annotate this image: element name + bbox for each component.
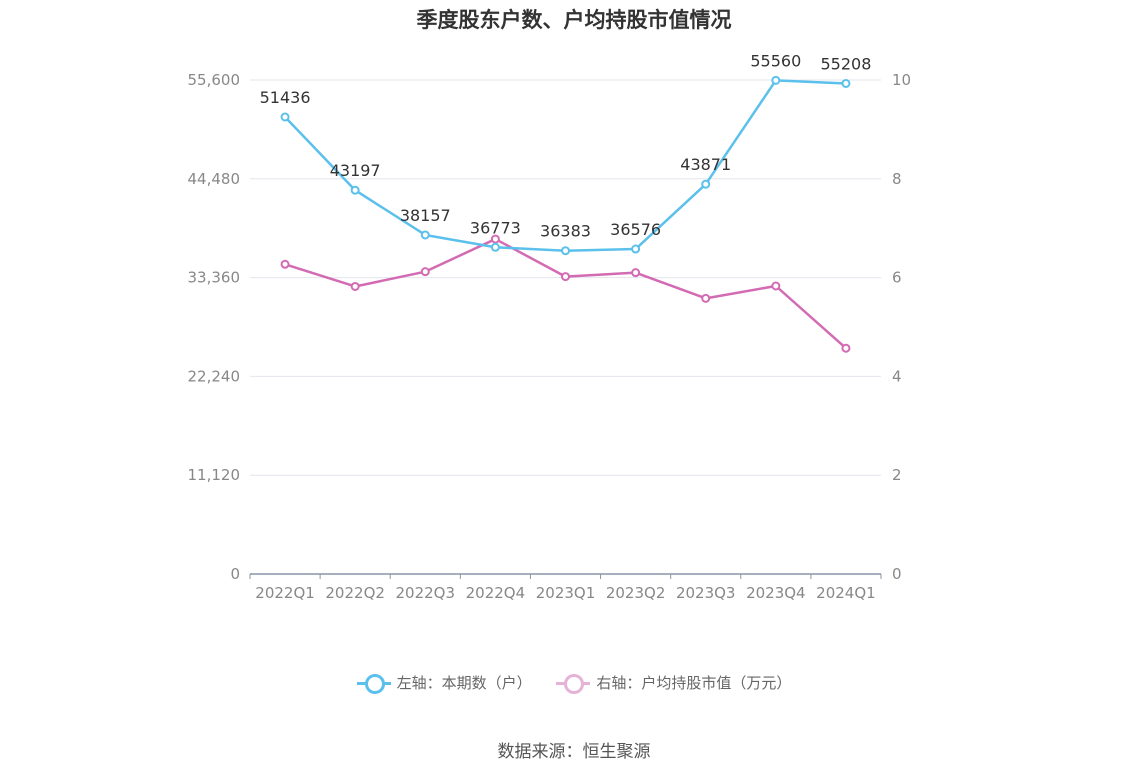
data-point-0 <box>631 244 641 254</box>
x-tick-label: 2022Q1 <box>255 584 315 602</box>
data-labels: 51436 43197 38157 36773 36383 36576 43871 55560… <box>260 51 872 240</box>
left-axis-ticks: 0 11,120 22,240 33,360 44,480 55,600 <box>188 71 241 583</box>
series-line-1 <box>284 237 847 350</box>
left-tick-label: 11,120 <box>188 466 241 484</box>
chart-title: 季度股东户数、户均持股市值情况 <box>416 8 732 32</box>
data-point-0 <box>490 242 500 252</box>
data-point-1 <box>841 343 851 353</box>
legend-item-avg-value[interactable]: 右轴：户均持股市值（万元） <box>556 672 792 694</box>
source-note: 数据来源：恒生聚源 <box>497 742 651 762</box>
data-point-1 <box>490 234 500 244</box>
data-label: 43871 <box>680 155 731 174</box>
left-tick-label: 55,600 <box>188 71 241 89</box>
data-label: 43197 <box>330 161 381 180</box>
data-point-0 <box>841 78 851 88</box>
data-label: 38157 <box>400 206 451 225</box>
x-tick-label: 2023Q1 <box>536 584 596 602</box>
data-point-1 <box>771 281 781 291</box>
x-tick-label: 2022Q2 <box>325 584 385 602</box>
data-point-0 <box>561 246 570 256</box>
right-tick-label: 8 <box>892 170 902 188</box>
x-tick-label: 2024Q1 <box>816 584 876 602</box>
data-label: 55208 <box>820 54 871 73</box>
left-tick-label: 22,240 <box>188 367 241 385</box>
x-axis-ticks: 2022Q1 2022Q2 2022Q3 2022Q4 2023Q1 2023Q2 2023… <box>249 574 882 602</box>
data-label: 51436 <box>260 88 311 107</box>
data-point-0 <box>701 179 711 189</box>
data-point-1 <box>701 293 711 303</box>
right-tick-label: 0 <box>892 565 902 583</box>
data-label: 36576 <box>610 220 661 239</box>
left-tick-label: 33,360 <box>188 269 241 287</box>
x-tick-label: 2023Q4 <box>746 584 806 602</box>
data-point-0 <box>420 230 430 240</box>
right-tick-label: 6 <box>892 269 902 287</box>
x-tick-label: 2022Q4 <box>466 584 526 602</box>
left-tick-label: 0 <box>230 565 240 583</box>
data-point-0 <box>350 185 360 195</box>
x-tick-label: 2023Q3 <box>676 584 736 602</box>
left-tick-label: 44,480 <box>188 170 241 188</box>
legend-swatch-households <box>356 673 391 694</box>
data-point-1 <box>350 281 360 291</box>
right-tick-label: 10 <box>892 71 911 89</box>
data-point-0 <box>280 112 290 122</box>
legend-label-households: 左轴：本期数（户） <box>396 674 532 692</box>
legend: 左轴：本期数（户） 右轴：户均持股市值（万元） <box>0 672 1148 696</box>
right-tick-label: 2 <box>892 466 902 484</box>
data-point-0 <box>771 75 781 85</box>
legend-label-avg-value: 右轴：户均持股市值（万元） <box>596 674 792 692</box>
right-axis-ticks: 0 2 4 6 8 10 <box>892 71 911 583</box>
legend-item-households[interactable]: 左轴：本期数（户） <box>356 672 532 694</box>
data-label: 36383 <box>540 222 591 241</box>
data-point-1 <box>631 268 641 278</box>
data-point-1 <box>561 272 570 282</box>
data-label: 55560 <box>750 51 801 70</box>
series-lines <box>280 75 851 353</box>
x-tick-label: 2023Q2 <box>606 584 666 602</box>
right-tick-label: 4 <box>892 367 902 385</box>
data-point-1 <box>280 259 290 269</box>
data-point-1 <box>420 267 430 277</box>
legend-swatch-avg-value <box>556 673 591 694</box>
data-label: 36773 <box>470 218 521 237</box>
x-tick-label: 2022Q3 <box>396 584 456 602</box>
